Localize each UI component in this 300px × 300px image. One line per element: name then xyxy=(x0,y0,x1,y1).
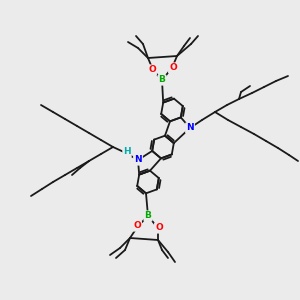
Text: B: B xyxy=(145,212,152,220)
Text: O: O xyxy=(155,224,163,232)
Text: N: N xyxy=(134,155,142,164)
Text: O: O xyxy=(148,65,156,74)
Text: H: H xyxy=(123,148,131,157)
Text: O: O xyxy=(169,64,177,73)
Text: O: O xyxy=(133,221,141,230)
Text: B: B xyxy=(159,76,165,85)
Text: N: N xyxy=(186,124,194,133)
